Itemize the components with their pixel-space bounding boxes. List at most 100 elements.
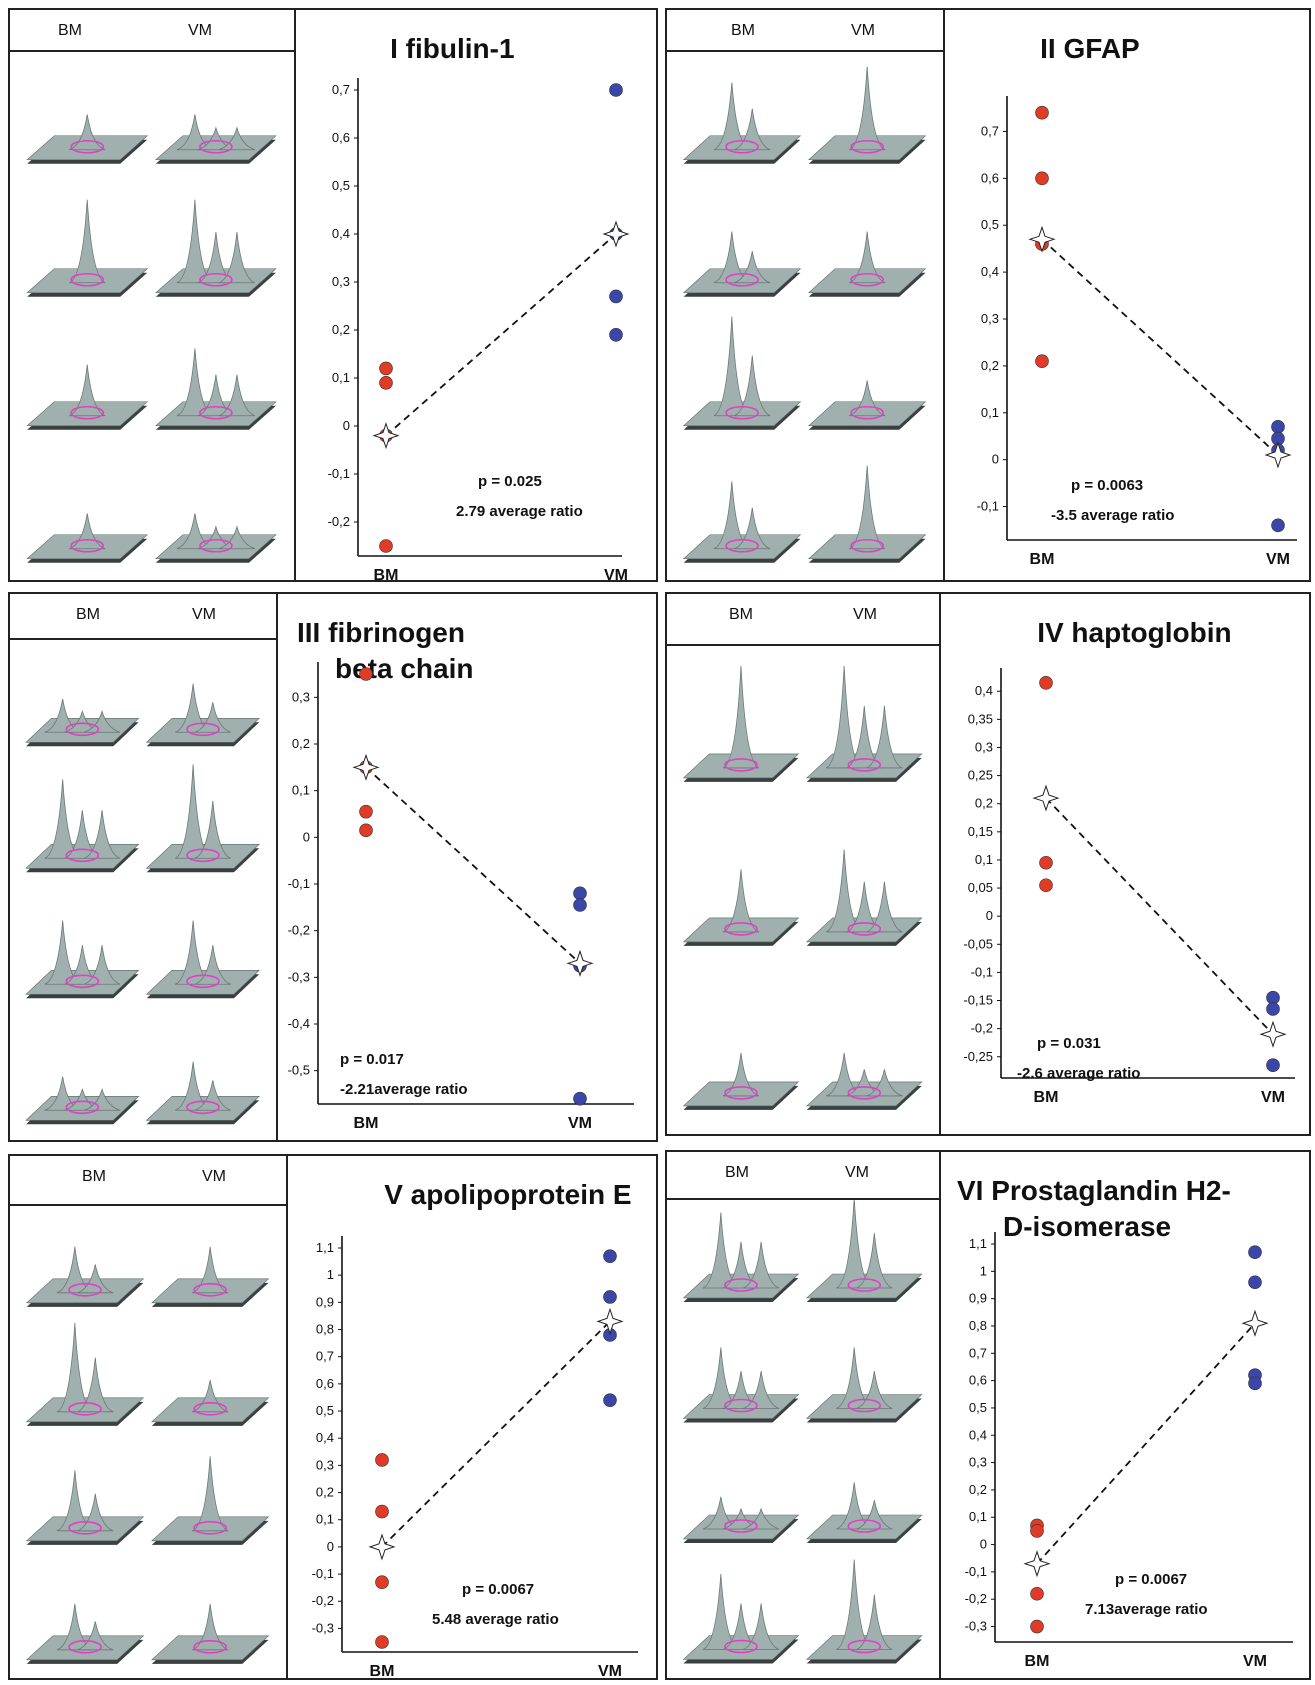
y-tick-label: 1,1 bbox=[316, 1240, 334, 1255]
chart-title: I fibulin-1 bbox=[390, 33, 514, 64]
spot-surface-image bbox=[26, 513, 149, 563]
spots-header: BM VM bbox=[667, 594, 939, 646]
data-point-bm bbox=[1039, 855, 1053, 870]
y-tick-label: -0,1 bbox=[971, 964, 993, 979]
y-tick-label: 0 bbox=[327, 1539, 334, 1554]
spots-header-bm: BM bbox=[729, 606, 753, 623]
spot-surface-image bbox=[808, 380, 927, 430]
y-tick-label: 0,4 bbox=[332, 226, 350, 241]
spot-surface-image bbox=[805, 1559, 923, 1664]
y-tick-label: -0,25 bbox=[963, 1049, 993, 1064]
y-tick-label: 0,35 bbox=[968, 711, 993, 726]
spots-header-bm: BM bbox=[58, 22, 82, 39]
spot-surface-image bbox=[26, 364, 149, 430]
y-tick-label: 0,6 bbox=[316, 1376, 334, 1391]
spot-surface-image bbox=[155, 114, 277, 164]
y-tick-label: 0,6 bbox=[969, 1373, 987, 1388]
spots-header: BM VM bbox=[10, 594, 276, 640]
x-tick-label: VM bbox=[1261, 1089, 1285, 1106]
y-tick-label: 0,9 bbox=[316, 1294, 334, 1309]
x-tick-label: BM bbox=[370, 1663, 395, 1680]
spot-surface-image bbox=[682, 481, 802, 563]
panel-fibrinogen: BM VM III fibrinogen beta chain 0,3 0,2 0,1 0… bbox=[8, 592, 658, 1142]
x-tick-label: BM bbox=[374, 567, 399, 580]
y-tick-label: 0,2 bbox=[969, 1482, 987, 1497]
x-tick-label: VM bbox=[604, 567, 628, 580]
data-point-vm bbox=[1266, 1002, 1280, 1016]
spots-header-bm: BM bbox=[82, 1168, 106, 1185]
data-point-bm bbox=[1035, 354, 1049, 369]
p-value-label: p = 0.025 bbox=[478, 473, 542, 490]
chart-title: III fibrinogen bbox=[297, 617, 465, 648]
y-tick-label: 0 bbox=[992, 452, 999, 467]
panel-prostaglandin: BM VM VI Prostaglandin H2- D-isomerase 1,1… bbox=[665, 1150, 1311, 1680]
data-point-bm bbox=[379, 539, 393, 553]
y-tick-label: 0,1 bbox=[981, 405, 999, 420]
mean-trend-line bbox=[385, 233, 617, 437]
spot-surface-image bbox=[155, 199, 277, 297]
data-point-bm bbox=[1030, 1619, 1044, 1634]
p-value-label: p = 0.0067 bbox=[1115, 1571, 1187, 1588]
chart-area: I fibulin-1 0,7 0,6 0,5 0,4 0,3 0,2 0,1 0 -0,1 -0,… bbox=[296, 10, 656, 584]
panel-haptoglobin: BM VM IV haptoglobin 0,4 0,35 0,3 0,25 0,2 0,1… bbox=[665, 592, 1311, 1136]
y-tick-label: 0,1 bbox=[975, 852, 993, 867]
y-tick-label: -0,1 bbox=[965, 1564, 987, 1579]
y-tick-label: 0,7 bbox=[969, 1345, 987, 1360]
y-tick-label: -0,3 bbox=[312, 1620, 334, 1635]
data-point-bm bbox=[1035, 105, 1049, 120]
y-tick-label: 0,1 bbox=[332, 370, 350, 385]
x-tick-label: BM bbox=[1025, 1653, 1050, 1670]
mean-marker bbox=[1023, 1550, 1051, 1578]
y-tick-label: -0,15 bbox=[963, 993, 993, 1008]
average-ratio-label: -2.21average ratio bbox=[340, 1081, 468, 1098]
spot-surface-image bbox=[25, 1603, 145, 1664]
chart-area: III fibrinogen beta chain 0,3 0,2 0,1 0 -0,1 -0… bbox=[278, 594, 656, 1140]
y-tick-label: 0,5 bbox=[316, 1403, 334, 1418]
mean-trend-line bbox=[365, 766, 581, 964]
y-tick-label: 0,3 bbox=[292, 689, 310, 704]
data-point-bm bbox=[379, 375, 393, 390]
mean-marker bbox=[1032, 784, 1060, 812]
y-tick-label: 0,2 bbox=[332, 322, 350, 337]
spot-surface-image bbox=[145, 1061, 260, 1125]
spot-surface-image bbox=[682, 1212, 800, 1302]
spot-surface-image bbox=[155, 348, 277, 430]
spot-surface-image bbox=[155, 513, 277, 563]
data-point-bm bbox=[359, 823, 373, 838]
p-value-label: p = 0.017 bbox=[340, 1051, 404, 1068]
y-tick-label: -0,1 bbox=[288, 876, 310, 891]
y-tick-label: 0,3 bbox=[332, 274, 350, 289]
spot-surface-image bbox=[25, 920, 140, 999]
average-ratio-label: -3.5 average ratio bbox=[1051, 507, 1174, 524]
spot-surface-image bbox=[26, 114, 149, 164]
spot-images: BM VM bbox=[667, 594, 941, 1134]
mean-marker bbox=[566, 949, 594, 977]
spot-surface-image bbox=[805, 1052, 923, 1110]
mean-marker bbox=[1264, 441, 1292, 469]
spot-surface-image bbox=[145, 683, 260, 747]
spots-header-vm: VM bbox=[192, 606, 216, 623]
spot-surface-image bbox=[25, 1322, 145, 1426]
y-tick-label: 0,3 bbox=[981, 311, 999, 326]
x-tick-label: VM bbox=[1243, 1653, 1267, 1670]
x-tick-label: BM bbox=[1030, 551, 1055, 568]
y-tick-label: 0,6 bbox=[332, 130, 350, 145]
mean-marker bbox=[1259, 1020, 1287, 1048]
spot-surface-image bbox=[25, 779, 140, 873]
chart-title: beta chain bbox=[335, 653, 473, 684]
spot-surface-image bbox=[682, 1052, 800, 1110]
y-tick-label: 0,4 bbox=[316, 1430, 334, 1445]
spot-surface-image bbox=[682, 1496, 800, 1543]
mean-trend-line bbox=[381, 1320, 611, 1548]
y-tick-label: 0,3 bbox=[975, 739, 993, 754]
panel-gfap: BM VM II GFAP 0,7 0,6 0,5 0,4 0,3 0,2 0,1 0 -0,1 B… bbox=[665, 8, 1311, 582]
average-ratio-label: 2.79 average ratio bbox=[456, 503, 583, 520]
mean-marker bbox=[372, 422, 400, 450]
chart-area: II GFAP 0,7 0,6 0,5 0,4 0,3 0,2 0,1 0 -0,1 BM VM p =… bbox=[945, 10, 1309, 580]
spots-header-vm: VM bbox=[851, 22, 875, 39]
mean-marker bbox=[352, 753, 380, 781]
mean-marker bbox=[1241, 1309, 1269, 1337]
spot-surface-image bbox=[682, 869, 800, 946]
spot-surface-image bbox=[805, 1482, 923, 1543]
spot-surface-image bbox=[805, 665, 923, 782]
